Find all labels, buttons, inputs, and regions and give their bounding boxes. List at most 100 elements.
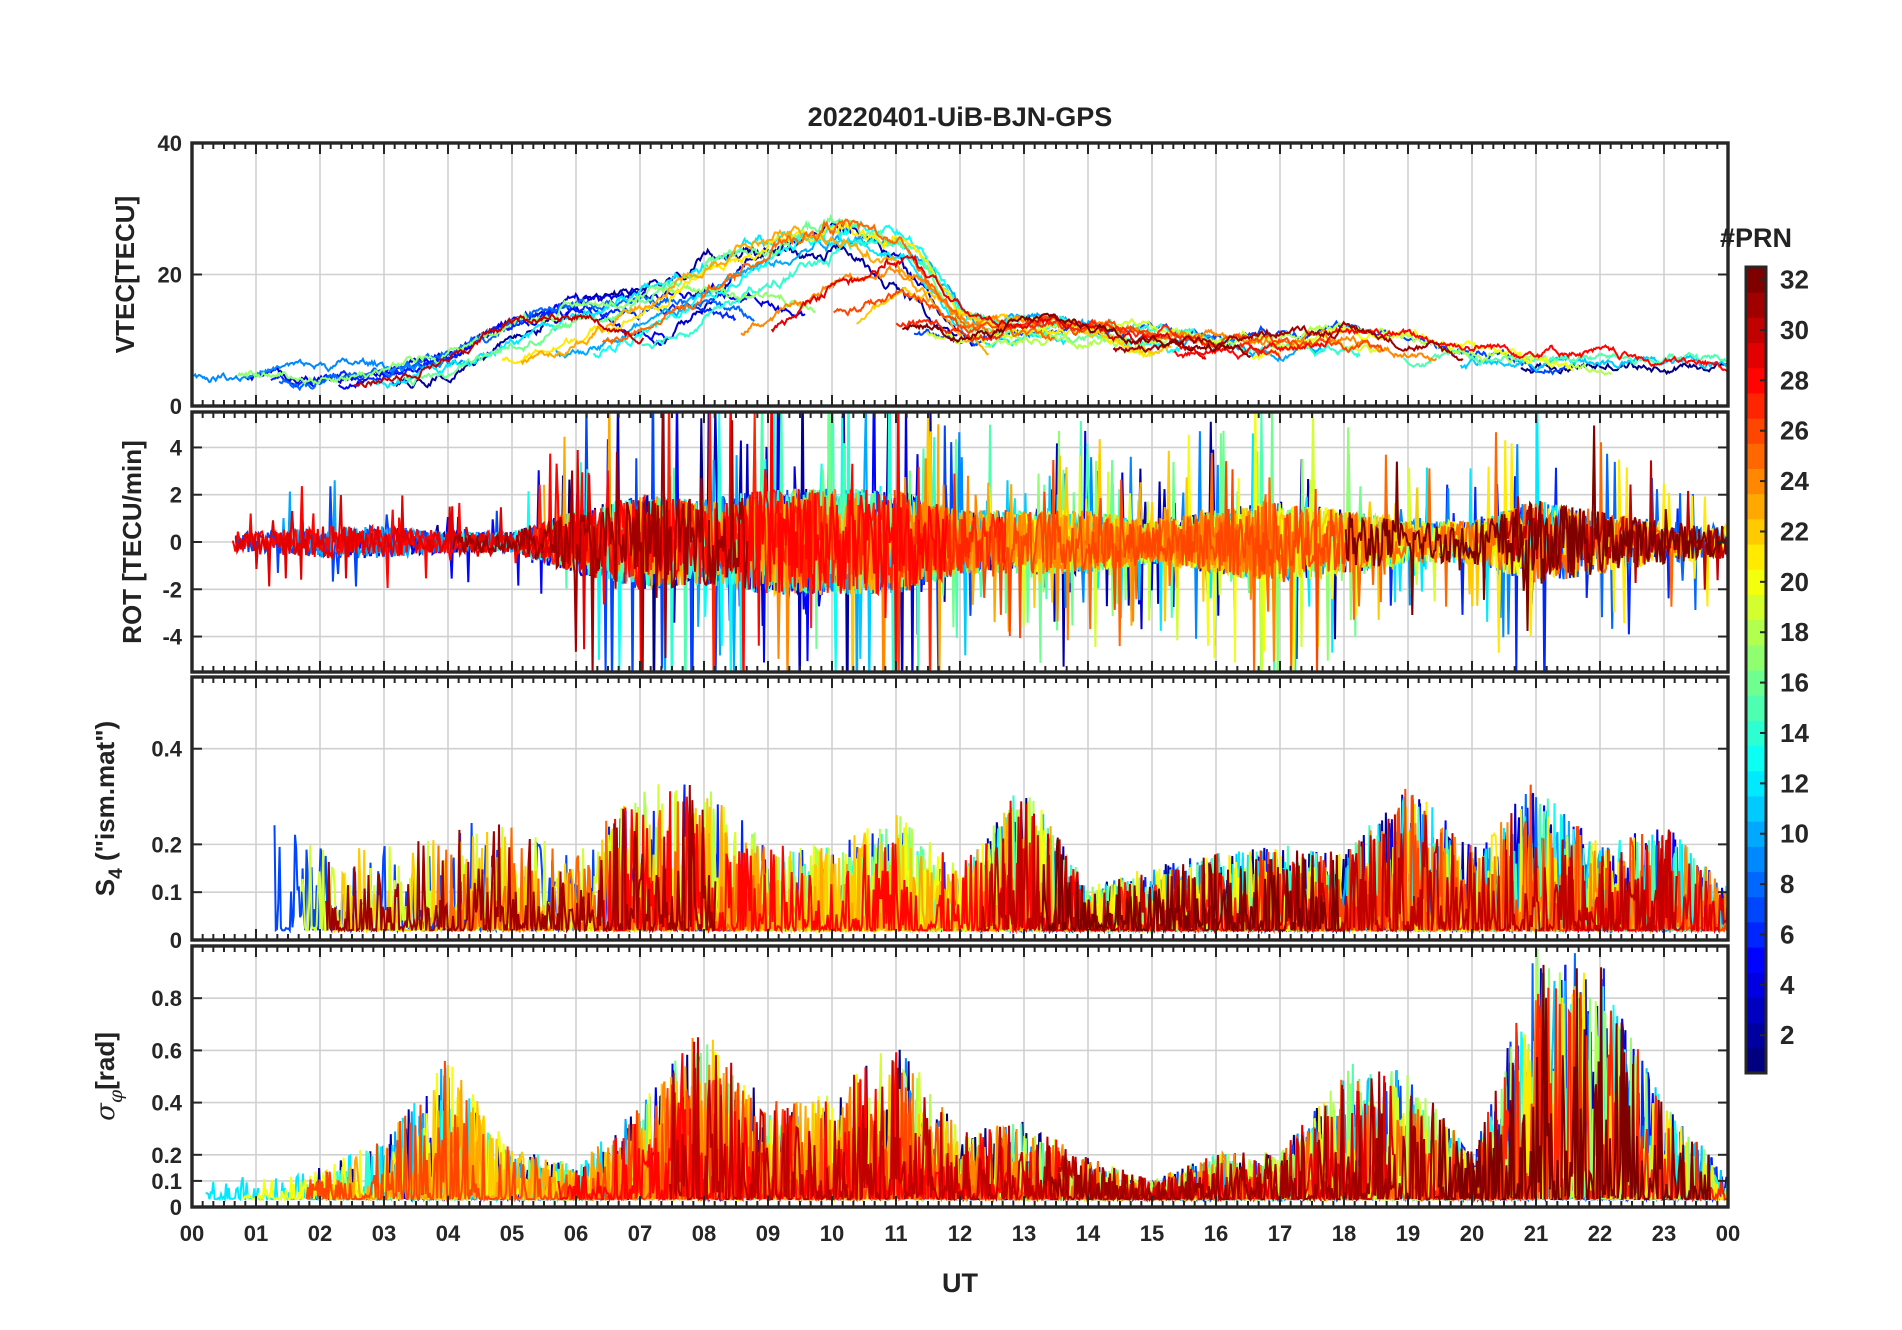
colorbar-tick-label: 12 bbox=[1780, 768, 1809, 798]
x-tick-label: 00 bbox=[1716, 1221, 1740, 1246]
colorbar-level bbox=[1746, 267, 1766, 293]
colorbar-level bbox=[1746, 342, 1766, 369]
panel-sigma-phi: 00.10.2 0.4 0.6 0.8 σφ[rad] bbox=[90, 944, 1730, 1220]
colorbar-level bbox=[1746, 871, 1766, 898]
y-axis-label: ROT [TECU/min] bbox=[117, 440, 147, 644]
series-prn-4 bbox=[245, 282, 806, 388]
colorbar-tick-label: 16 bbox=[1780, 668, 1809, 698]
tick-marks bbox=[191, 412, 1729, 672]
series-prn-32 bbox=[1344, 425, 1728, 632]
series-group bbox=[273, 784, 1728, 935]
series-prn-31 bbox=[1044, 1071, 1501, 1203]
series-prn-23 bbox=[520, 225, 989, 366]
tick-marks bbox=[191, 142, 1729, 407]
series-prn-31 bbox=[452, 412, 749, 672]
colorbar-tick-label: 4 bbox=[1780, 970, 1795, 1000]
y-tick-label: 0.1 bbox=[151, 1169, 182, 1194]
y-tick-label: 0 bbox=[170, 394, 182, 419]
colorbar-tick-label: 20 bbox=[1780, 567, 1809, 597]
colorbar-level bbox=[1746, 947, 1766, 973]
y-tick-label: 4 bbox=[170, 435, 183, 460]
colorbar-tick-label: 6 bbox=[1780, 919, 1794, 949]
series-prn-31 bbox=[325, 784, 717, 934]
colorbar-level bbox=[1746, 518, 1766, 545]
x-tick-labels: 00 01 02 03 04 05 06 07 08 09 10 11 12 13 14 15 16 17 18 19… bbox=[180, 1221, 1740, 1246]
series-prn-29 bbox=[770, 254, 1207, 360]
colorbar-level bbox=[1746, 317, 1766, 344]
x-tick-label: 17 bbox=[1268, 1221, 1292, 1246]
colorbar-tick-label: 24 bbox=[1780, 466, 1809, 496]
panel-VTEC: 0 20 40 VTEC[TECU] bbox=[110, 131, 1730, 419]
y-tick-label: 0.4 bbox=[151, 1091, 182, 1116]
colorbar-level bbox=[1746, 392, 1766, 419]
x-tick-label: 01 bbox=[244, 1221, 268, 1246]
x-axis-label: UT bbox=[942, 1268, 978, 1298]
series-group bbox=[193, 213, 1728, 392]
y-tick-label: 0.2 bbox=[151, 832, 182, 857]
colorbar-level bbox=[1746, 468, 1766, 495]
y-tick-label: 0.2 bbox=[151, 1143, 182, 1168]
colorbar-tick-label: 14 bbox=[1780, 718, 1809, 748]
series-prn-32 bbox=[1041, 837, 1341, 935]
x-tick-label: 12 bbox=[948, 1221, 972, 1246]
x-tick-label: 05 bbox=[500, 1221, 524, 1246]
y-tick-label: 0.4 bbox=[151, 737, 182, 762]
series-prn-31 bbox=[1112, 320, 1464, 362]
series-prn-30 bbox=[353, 313, 645, 389]
x-tick-label: 11 bbox=[884, 1221, 907, 1246]
y-tick-label: 2 bbox=[170, 483, 182, 508]
colorbar-tick-label: 28 bbox=[1780, 365, 1809, 395]
y-tick-label: 0 bbox=[170, 928, 182, 953]
colorbar-level bbox=[1746, 493, 1766, 520]
colorbar-tick-label: 30 bbox=[1780, 315, 1809, 345]
colorbar-level bbox=[1746, 745, 1766, 772]
series-prn-28 bbox=[1173, 327, 1728, 372]
x-tick-label: 02 bbox=[308, 1221, 332, 1246]
colorbar-level bbox=[1746, 1047, 1766, 1074]
colorbar-level bbox=[1746, 846, 1766, 872]
x-tick-label: 21 bbox=[1524, 1221, 1548, 1246]
x-tick-label: 20 bbox=[1460, 1221, 1484, 1246]
y-axis-label: S4 ("ism.mat") bbox=[90, 721, 127, 896]
series-prn-19 bbox=[926, 317, 1384, 354]
y-tick-label: -4 bbox=[162, 625, 182, 650]
x-tick-label: 08 bbox=[692, 1221, 716, 1246]
x-tick-label: 14 bbox=[1076, 1221, 1101, 1246]
colorbar-level bbox=[1746, 292, 1766, 318]
colorbar-tick-label: 32 bbox=[1780, 265, 1809, 295]
x-tick-label: 13 bbox=[1012, 1221, 1036, 1246]
series-prn-9 bbox=[193, 356, 464, 384]
colorbar-level bbox=[1746, 972, 1766, 998]
x-tick-label: 09 bbox=[756, 1221, 780, 1246]
colorbar-level bbox=[1746, 619, 1766, 646]
panel-S4: 0 0.1 0.2 0.4 S4 ("ism.mat") bbox=[90, 675, 1730, 953]
colorbar-level bbox=[1746, 418, 1766, 444]
x-tick-label: 19 bbox=[1396, 1221, 1420, 1246]
colorbar-frame bbox=[1744, 265, 1768, 1075]
series-prn-32 bbox=[902, 312, 1252, 359]
colorbar-tick-label: 26 bbox=[1780, 416, 1809, 446]
y-tick-label: 40 bbox=[158, 131, 182, 156]
colorbar-level bbox=[1746, 896, 1766, 923]
chart-title: 20220401-UiB-BJN-GPS bbox=[808, 102, 1113, 132]
y-tick-label: 0.6 bbox=[151, 1038, 182, 1063]
series-prn-32 bbox=[1437, 964, 1712, 1204]
colorbar-level bbox=[1746, 670, 1766, 696]
x-tick-label: 07 bbox=[628, 1221, 652, 1246]
grid-lines bbox=[192, 143, 1728, 406]
x-tick-label: 04 bbox=[436, 1221, 461, 1246]
colorbar-level bbox=[1746, 997, 1766, 1024]
y-tick-label: 20 bbox=[158, 263, 182, 288]
x-tick-label: 23 bbox=[1652, 1221, 1676, 1246]
y-axis-label: VTEC[TECU] bbox=[110, 196, 140, 353]
y-tick-label: 0.8 bbox=[151, 986, 182, 1011]
colorbar-title: #PRN bbox=[1720, 223, 1792, 253]
colorbar-level bbox=[1746, 569, 1766, 595]
series-group bbox=[231, 412, 1728, 672]
colorbar-level bbox=[1746, 921, 1766, 948]
series-prn-30 bbox=[668, 1037, 1195, 1203]
panel-ROT: -4 -2 0 2 4 ROT [TECU/min] bbox=[117, 410, 1730, 674]
x-tick-label: 16 bbox=[1204, 1221, 1228, 1246]
